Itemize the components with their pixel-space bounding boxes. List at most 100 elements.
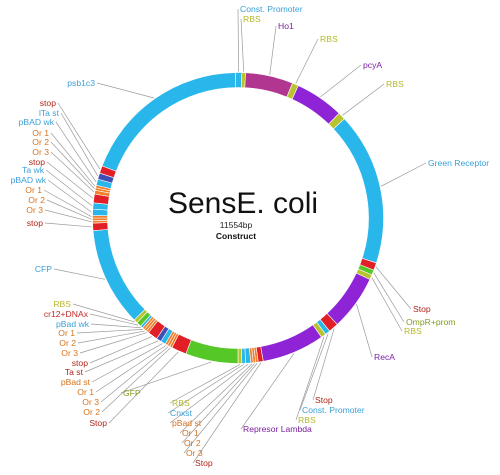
leader-or-1 [50, 132, 96, 187]
label-or-1: Or 1 [77, 387, 94, 397]
label-ho1: Ho1 [278, 21, 294, 31]
leader-const-promoter [299, 333, 329, 411]
label-pbad-st: pBad st [172, 418, 202, 428]
leader-represor-lambda [240, 353, 295, 430]
plasmid-type: Construct [216, 231, 256, 241]
leader-cfp [53, 268, 106, 280]
label-stop: stop [27, 218, 43, 228]
leader-or-2 [181, 363, 255, 444]
leader-lta-st [60, 112, 99, 176]
label-or-3: Or 3 [32, 147, 49, 157]
leader-stop [57, 102, 101, 170]
leader-rbs [72, 303, 135, 323]
leader-ta-wk [45, 169, 93, 207]
label-stop: stop [29, 157, 45, 167]
label-const-promoter: Const. Promoter [240, 4, 303, 14]
label-cnxst: Cnxst [170, 408, 193, 418]
leader-pbad-st [169, 363, 249, 424]
label-pbad-wk: pBAD wk [11, 175, 47, 185]
leader-or-3 [100, 346, 169, 403]
label-or-3: Or 3 [26, 205, 43, 215]
segment-represor-lambda [260, 324, 322, 362]
label-or-1: Or 1 [25, 185, 42, 195]
label-stop: Stop [413, 304, 431, 314]
label-pbad-wk: pBAD wk [19, 117, 55, 127]
leader-or-2 [46, 199, 92, 220]
leader-or-3 [183, 363, 258, 454]
segment-cfp [92, 229, 146, 321]
label-or-2: Or 2 [32, 137, 49, 147]
label-const-promoter: Const. Promoter [302, 405, 365, 415]
leader-const-promoter [237, 8, 239, 72]
label-or-1: Or 1 [58, 328, 75, 338]
label-rbs: RBS [243, 14, 261, 24]
leader-stop [375, 266, 412, 310]
leader-stop [89, 336, 153, 364]
label-ta-st: Ta st [65, 367, 84, 377]
leader-or-1 [95, 345, 167, 393]
label-or-2: Or 2 [59, 338, 76, 348]
leader-stop [312, 328, 335, 401]
segment-or-2 [92, 217, 108, 221]
leader-or-2 [77, 330, 145, 344]
leader-stop [192, 362, 262, 464]
label-rbs: RBS [320, 34, 338, 44]
leader-pbad-wk [90, 323, 141, 329]
leader-rbs [295, 336, 325, 421]
label-or-2: Or 2 [83, 407, 100, 417]
leader-pbad-wk [55, 121, 97, 183]
label-cfp: CFP [35, 264, 52, 274]
segment-pcya [291, 85, 340, 125]
segment-stop [92, 222, 109, 232]
label-ompr-prom: OmpR+prom [406, 317, 455, 327]
leader-gfp [120, 361, 212, 394]
label-or-1: Or 1 [182, 428, 199, 438]
segment-rbs [237, 348, 243, 364]
label-or-3: Or 3 [61, 348, 78, 358]
label-or-2: Or 2 [184, 438, 201, 448]
leader-or-1 [179, 363, 253, 434]
label-or-3: Or 3 [186, 448, 203, 458]
segment-const-promoter [235, 72, 243, 88]
label-or-2: Or 2 [28, 195, 45, 205]
leader-pbad-wk [47, 179, 92, 213]
label-lta-st: lTa st [39, 108, 60, 118]
leader-ta-st [84, 340, 159, 373]
label-leaders [43, 8, 427, 464]
leader-reca [356, 304, 373, 358]
label-rbs: RBS [298, 415, 316, 425]
label-represor-lambda: Represor Lambda [243, 424, 312, 434]
leader-or-2 [50, 141, 95, 190]
label-pbad-wk: pBad wk [56, 319, 90, 329]
label-stop: Stop [315, 395, 333, 405]
leader-stop [108, 351, 179, 424]
label-stop: stop [72, 358, 88, 368]
leader-or-3 [79, 332, 147, 354]
leader-stop [44, 222, 92, 228]
label-or-3: Or 3 [82, 397, 99, 407]
label-psb1c3: psb1c3 [67, 78, 95, 88]
leader-or-1 [76, 329, 143, 334]
leader-rbs [295, 38, 319, 84]
segment-reca [326, 272, 371, 325]
segment-psb1c3 [101, 72, 237, 172]
label-reca: RecA [374, 352, 395, 362]
leader-pbad-st [91, 343, 163, 383]
label-green-receptor: Green Receptor [428, 158, 489, 168]
leader-green-receptor [380, 162, 427, 187]
segment-gfp [185, 339, 239, 364]
label-stop: Stop [89, 418, 107, 428]
plasmid-size: 11554bp [220, 220, 253, 230]
leader-or-3 [44, 209, 92, 223]
label-pbad-st: pBad st [61, 377, 91, 387]
leader-stop [46, 161, 94, 199]
leader-rbs [240, 18, 245, 72]
label-stop: Stop [195, 458, 213, 468]
leader-ompr-prom [373, 272, 405, 323]
leader-ho1 [269, 25, 277, 76]
segment-green-receptor [333, 118, 384, 264]
leader-rbs [342, 83, 385, 116]
label-pcya: pcyA [363, 60, 382, 70]
